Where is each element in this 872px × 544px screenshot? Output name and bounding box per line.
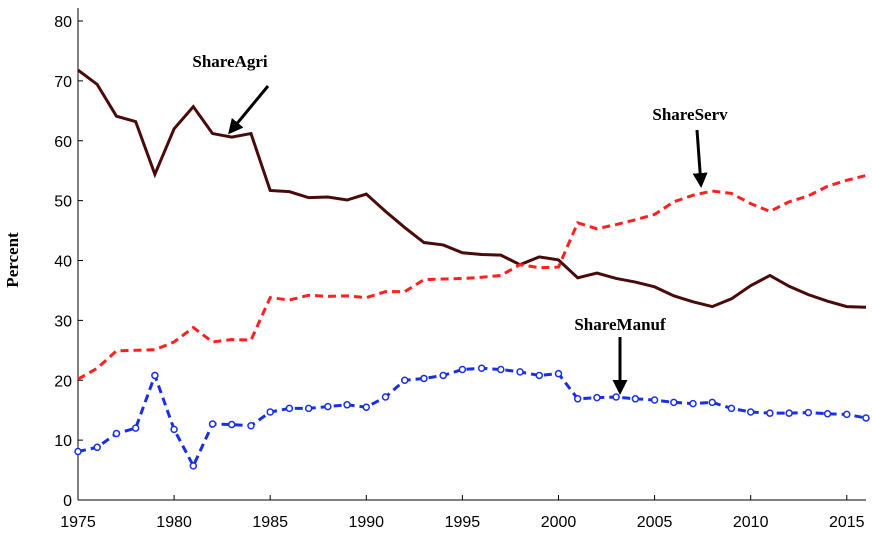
point xyxy=(727,404,736,413)
point xyxy=(324,402,332,411)
point xyxy=(804,408,813,417)
y-tick-label: 30 xyxy=(54,313,72,330)
point xyxy=(439,371,447,380)
point xyxy=(112,429,121,438)
point xyxy=(304,404,313,413)
y-tick-label: 70 xyxy=(54,74,72,91)
point xyxy=(516,368,524,376)
annotation-arrow xyxy=(692,129,708,188)
series-line xyxy=(77,68,867,309)
y-tick-label: 40 xyxy=(54,254,72,271)
x-tick-label: 1990 xyxy=(348,514,384,531)
point xyxy=(285,404,294,413)
series-line xyxy=(77,174,867,381)
point xyxy=(458,365,467,374)
point xyxy=(612,393,620,401)
point xyxy=(746,408,755,416)
point xyxy=(362,403,371,411)
x-tick-label: 1975 xyxy=(60,514,96,531)
x-tick-label: 2015 xyxy=(829,514,865,531)
point xyxy=(593,393,601,402)
point xyxy=(228,420,236,429)
point xyxy=(420,374,428,383)
annotation-arrow xyxy=(228,85,270,135)
point xyxy=(766,409,774,417)
point xyxy=(535,371,544,380)
point xyxy=(208,420,217,428)
x-tick-label: 1995 xyxy=(445,514,481,531)
point xyxy=(170,425,178,434)
x-tick-label: 2000 xyxy=(541,514,577,531)
point xyxy=(151,371,159,380)
point xyxy=(785,409,793,417)
x-tick-label: 1980 xyxy=(156,514,192,531)
annotation: ShareAgri xyxy=(192,52,268,71)
annotation: ShareServ xyxy=(652,105,728,124)
point xyxy=(689,399,697,408)
y-tick-label: 0 xyxy=(63,493,72,510)
point xyxy=(670,398,678,407)
y-tick-label: 80 xyxy=(54,14,72,31)
y-tick-label: 10 xyxy=(54,433,72,450)
series-line xyxy=(77,366,867,470)
x-tick-label: 2005 xyxy=(637,514,673,531)
x-tick-label: 1985 xyxy=(252,514,288,531)
point xyxy=(554,369,563,378)
point xyxy=(708,398,716,407)
point xyxy=(843,410,851,419)
annotation: ShareManuf xyxy=(574,315,666,334)
point xyxy=(573,395,582,403)
point xyxy=(862,414,870,422)
y-axis-label: Percent xyxy=(3,232,22,288)
point xyxy=(247,422,255,430)
point xyxy=(631,395,640,403)
point xyxy=(343,401,351,409)
point xyxy=(93,443,101,452)
point xyxy=(400,376,409,384)
point xyxy=(189,462,198,470)
point xyxy=(477,364,486,373)
point xyxy=(381,393,390,401)
x-tick-label: 2010 xyxy=(733,514,769,531)
point xyxy=(266,408,274,416)
point xyxy=(823,410,832,418)
y-tick-label: 50 xyxy=(54,194,72,211)
y-tick-label: 20 xyxy=(54,373,72,390)
y-tick-label: 60 xyxy=(54,134,72,151)
point xyxy=(497,365,505,374)
point xyxy=(131,424,140,432)
point xyxy=(74,447,82,456)
point xyxy=(650,396,659,404)
